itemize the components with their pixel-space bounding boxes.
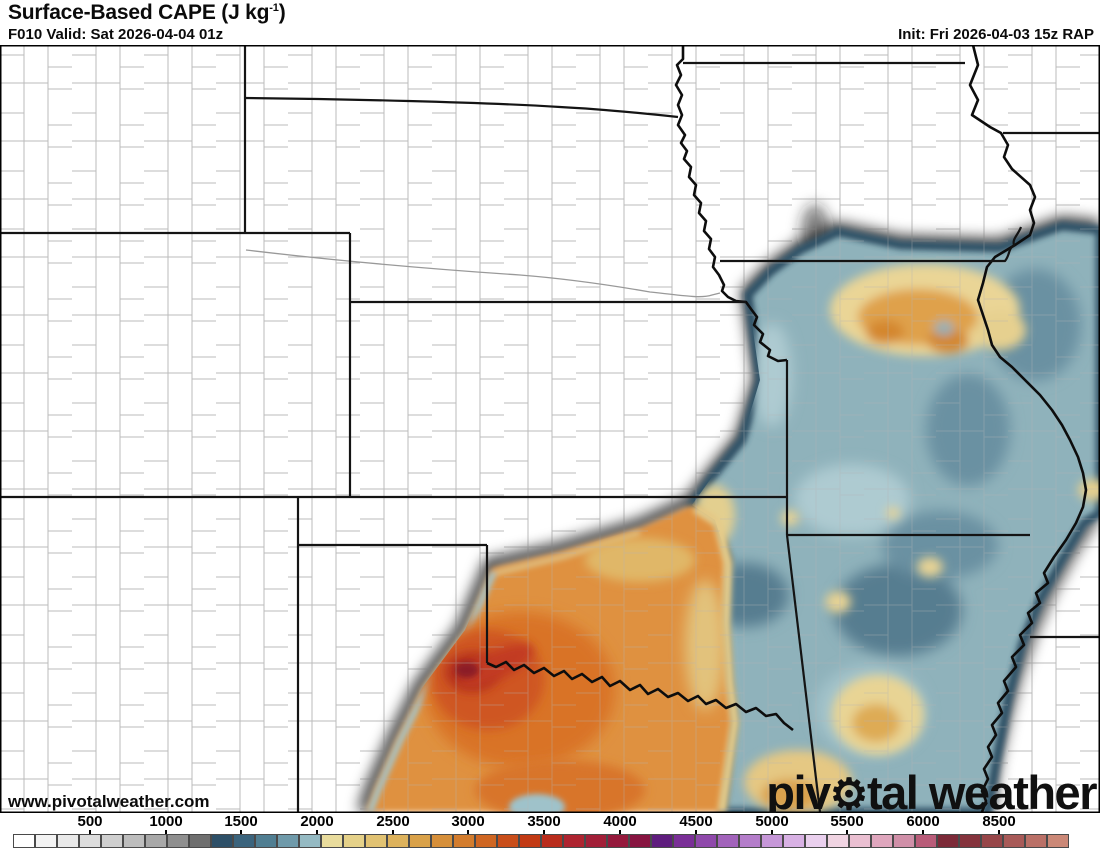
colorbar-cell [673, 834, 695, 848]
colorbar-cell [563, 834, 585, 848]
colorbar-cell [431, 834, 453, 848]
colorbar-cell [57, 834, 79, 848]
red-river [486, 660, 794, 732]
colorbar-tick-mark [240, 830, 242, 835]
colorbar-cell [651, 834, 673, 848]
colorbar-tick-label: 3500 [527, 813, 561, 830]
colorbar-cell [299, 834, 321, 848]
colorbar-tick-label: 6000 [906, 813, 940, 830]
valid-time-label: F010 Valid: Sat 2026-04-04 01z [8, 26, 224, 43]
colorbar-tick-mark [392, 830, 394, 835]
colorbar-cell [13, 834, 35, 848]
colorbar-cell [761, 834, 783, 848]
pivotal-weather-watermark: piv⚙tal weather [766, 765, 1097, 819]
colorbar-cell [255, 834, 277, 848]
colorbar-cell [35, 834, 57, 848]
colorbar-tick-label: 1500 [224, 813, 258, 830]
colorbar-cell [101, 834, 123, 848]
colorbar-cell [959, 834, 981, 848]
colorbar-cell [541, 834, 563, 848]
colorbar-tick-mark [619, 830, 621, 835]
colorbar-cell [277, 834, 299, 848]
colorbar-tick-label: 5000 [755, 813, 789, 830]
colorbar-tick-mark [165, 830, 167, 835]
colorbar-cell [475, 834, 497, 848]
colorbar-tick-label: 1000 [149, 813, 183, 830]
colorbar-cell [937, 834, 959, 848]
colorbar-cell [211, 834, 233, 848]
colorbar-tick-label: 2000 [300, 813, 334, 830]
gear-icon: ⚙ [829, 770, 869, 819]
colorbar-cell [1003, 834, 1025, 848]
colorbar-cell [321, 834, 343, 848]
colorbar-tick-label: 8500 [982, 813, 1016, 830]
platte-river [245, 249, 721, 298]
colorbar-cell [189, 834, 211, 848]
colorbar-cell [409, 834, 431, 848]
colorbar-tick-labels: 500 1000 1500 2000 2500 3000 3500 4000 4500 5000 5… [0, 813, 1100, 835]
colorbar-cell [387, 834, 409, 848]
colorbar-cell [497, 834, 519, 848]
colorbar-cell [343, 834, 365, 848]
colorbar-tick-mark [695, 830, 697, 835]
colorbar-cell [717, 834, 739, 848]
colorbar-tick-label: 5500 [830, 813, 864, 830]
colorbar-cell [123, 834, 145, 848]
colorbar-tick-mark [922, 830, 924, 835]
colorbar-cell [805, 834, 827, 848]
colorbar [0, 834, 1100, 850]
colorbar-tick-label: 2500 [376, 813, 410, 830]
colorbar-cell [365, 834, 387, 848]
page-title: Surface-Based CAPE (J kg-1) [8, 1, 286, 24]
colorbar-cell [79, 834, 101, 848]
colorbar-tick-label: 4000 [603, 813, 637, 830]
missouri-river [674, 45, 788, 363]
colorbar-tick-mark [467, 830, 469, 835]
map-frame [0, 45, 1100, 813]
colorbar-cell [739, 834, 761, 848]
colorbar-cell [871, 834, 893, 848]
map-canvas [0, 45, 1100, 813]
colorbar-cell [145, 834, 167, 848]
map-header: Surface-Based CAPE (J kg-1) F010 Valid: … [0, 0, 1100, 45]
colorbar-cell [453, 834, 475, 848]
colorbar-cell [167, 834, 189, 848]
colorbar-tick-mark [846, 830, 848, 835]
colorbar-tick-mark [89, 830, 91, 835]
colorbar-cell [1025, 834, 1047, 848]
colorbar-tick-mark [543, 830, 545, 835]
init-time-label: Init: Fri 2026-04-03 15z RAP [898, 26, 1094, 43]
colorbar-cell [629, 834, 651, 848]
colorbar-cell [827, 834, 849, 848]
county-lines-overlay [0, 45, 1100, 813]
title-superscript: -1 [269, 2, 279, 14]
colorbar-tick-mark [771, 830, 773, 835]
colorbar-tick-label: 3000 [451, 813, 485, 830]
colorbar-tick-mark [316, 830, 318, 835]
colorbar-cell [607, 834, 629, 848]
colorbar-cell [849, 834, 871, 848]
colorbar-cell [233, 834, 255, 848]
colorbar-cell [915, 834, 937, 848]
state-borders [0, 45, 1100, 813]
colorbar-tick-mark [998, 830, 1000, 835]
mississippi-river [968, 45, 1088, 813]
colorbar-cell [981, 834, 1003, 848]
colorbar-tick-label: 4500 [679, 813, 713, 830]
colorbar-cell [695, 834, 717, 848]
colorbar-cell [783, 834, 805, 848]
cape-map: piv⚙tal weather www.pivotalweather.com [0, 45, 1100, 816]
site-url-label: www.pivotalweather.com [8, 792, 210, 811]
colorbar-tick-label: 500 [77, 813, 103, 830]
colorbar-cell [585, 834, 607, 848]
river-borders [486, 45, 1088, 813]
colorbar-cell [1047, 834, 1069, 848]
colorbar-cell [893, 834, 915, 848]
colorbar-cell [519, 834, 541, 848]
